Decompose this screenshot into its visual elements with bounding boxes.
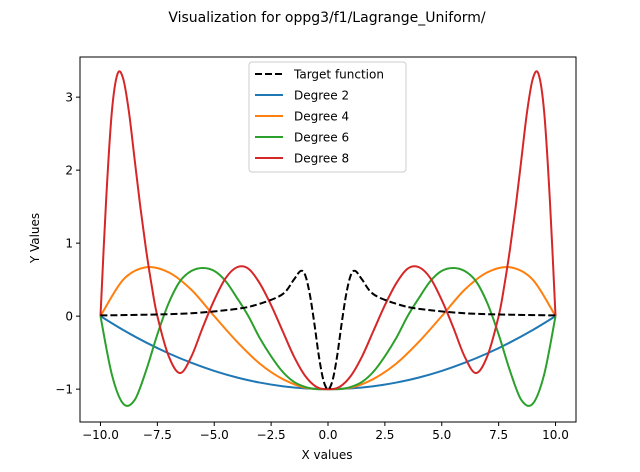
y-axis-label: Y Values — [28, 213, 42, 264]
x-tick-label: −2.5 — [257, 428, 286, 442]
chart-title: Visualization for oppg3/f1/Lagrange_Unif… — [168, 10, 486, 26]
legend-label: Target function — [293, 68, 384, 82]
x-tick-label: 5.0 — [432, 428, 451, 442]
y-tick-label: −1 — [55, 383, 73, 397]
x-tick-label: 7.5 — [489, 428, 508, 442]
x-axis-label: X values — [301, 448, 352, 462]
y-tick-label: 3 — [65, 91, 73, 105]
x-tick-label: 2.5 — [375, 428, 394, 442]
x-tick-label: −10.0 — [82, 428, 119, 442]
plot-lines — [99, 70, 557, 407]
y-axis-ticks: −1 0 1 2 3 — [55, 91, 80, 397]
legend-label: Degree 8 — [294, 152, 349, 166]
legend-label: Degree 6 — [294, 131, 349, 145]
x-axis-ticks: −10.0 −7.5 −5.0 −2.5 0.0 2.5 5.0 7.5 10.0 — [82, 422, 569, 442]
series-line-degree-8 — [99, 70, 557, 391]
y-tick-label: 1 — [65, 237, 73, 251]
legend: Target function Degree 2 Degree 4 Degree 6 D… — [248, 61, 407, 173]
legend-label: Degree 2 — [294, 89, 349, 103]
legend-label: Degree 4 — [294, 110, 349, 124]
x-tick-label: 0.0 — [318, 428, 337, 442]
x-tick-label: −5.0 — [200, 428, 229, 442]
legend-box — [248, 61, 407, 173]
x-tick-label: 10.0 — [542, 428, 569, 442]
y-tick-label: 0 — [65, 310, 73, 324]
y-tick-label: 2 — [65, 164, 73, 178]
x-tick-label: −7.5 — [143, 428, 172, 442]
